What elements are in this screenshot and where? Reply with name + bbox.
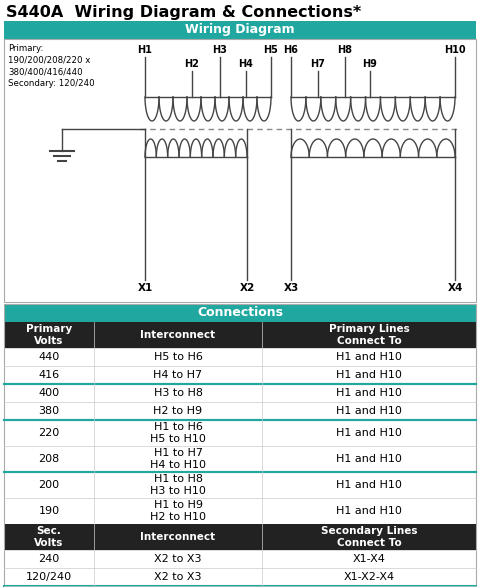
Text: H2: H2 (185, 59, 199, 69)
Text: H3: H3 (213, 45, 228, 55)
Text: H1 to H8
H3 to H10: H1 to H8 H3 to H10 (150, 474, 206, 496)
Bar (4, 384, 476, 402)
Text: Wiring Diagram: Wiring Diagram (185, 23, 295, 36)
Text: X2 to X3: X2 to X3 (154, 554, 202, 564)
Text: 208: 208 (38, 454, 60, 464)
Text: H2 to H9: H2 to H9 (154, 406, 203, 416)
Text: 380: 380 (38, 406, 60, 416)
Bar (4, 304, 476, 322)
Text: H1 and H10: H1 and H10 (336, 370, 402, 380)
Text: H1 and H10: H1 and H10 (336, 428, 402, 438)
Text: H10: H10 (444, 45, 466, 55)
Text: X4: X4 (447, 283, 463, 293)
Bar (4, 366, 476, 384)
Text: H5 to H6: H5 to H6 (154, 352, 203, 362)
Text: Interconnect: Interconnect (141, 330, 216, 340)
Text: X1-X2-X4: X1-X2-X4 (343, 572, 395, 582)
Text: Secondary Lines
Connect To: Secondary Lines Connect To (321, 526, 417, 548)
Text: H1 and H10: H1 and H10 (336, 454, 402, 464)
Bar (4, 550, 476, 568)
Text: Primary Lines
Connect To: Primary Lines Connect To (329, 324, 409, 346)
Bar (4, 586, 476, 587)
Text: 220: 220 (38, 428, 60, 438)
Bar (4, 402, 476, 420)
Text: H7: H7 (311, 59, 325, 69)
Bar (4, 322, 476, 348)
Text: 120/240: 120/240 (26, 572, 72, 582)
Text: H4 to H7: H4 to H7 (154, 370, 203, 380)
Bar (4, 348, 476, 366)
Text: H1 and H10: H1 and H10 (336, 480, 402, 490)
Text: H8: H8 (337, 45, 352, 55)
Text: X2: X2 (240, 283, 254, 293)
Bar (4, 446, 476, 472)
Bar (4, 420, 476, 446)
Text: H5: H5 (264, 45, 278, 55)
Bar (4, 21, 476, 39)
Bar (4, 304, 476, 587)
Text: H1 and H10: H1 and H10 (336, 388, 402, 398)
Text: 200: 200 (38, 480, 60, 490)
Text: Primary:
190/200/208/220 x
380/400/416/440
Secondary: 120/240: Primary: 190/200/208/220 x 380/400/416/4… (8, 44, 95, 89)
Text: H4: H4 (239, 59, 253, 69)
Bar (4, 498, 476, 524)
Text: H1 to H7
H4 to H10: H1 to H7 H4 to H10 (150, 448, 206, 470)
Text: 400: 400 (38, 388, 60, 398)
Text: 416: 416 (38, 370, 60, 380)
Bar (4, 524, 476, 550)
Text: X1-X4: X1-X4 (353, 554, 385, 564)
Text: H1 and H10: H1 and H10 (336, 352, 402, 362)
Text: H1 to H6
H5 to H10: H1 to H6 H5 to H10 (150, 422, 206, 444)
Text: S440A  Wiring Diagram & Connections*: S440A Wiring Diagram & Connections* (6, 5, 361, 20)
Text: 240: 240 (38, 554, 60, 564)
Text: H1: H1 (138, 45, 153, 55)
Text: X3: X3 (283, 283, 299, 293)
Text: 440: 440 (38, 352, 60, 362)
Text: H9: H9 (362, 59, 377, 69)
Text: H1 and H10: H1 and H10 (336, 506, 402, 516)
Text: X2 to X3: X2 to X3 (154, 572, 202, 582)
Text: Primary
Volts: Primary Volts (26, 324, 72, 346)
Bar (4, 472, 476, 498)
Text: Interconnect: Interconnect (141, 532, 216, 542)
Text: H1 to H9
H2 to H10: H1 to H9 H2 to H10 (150, 500, 206, 522)
Text: H1 and H10: H1 and H10 (336, 406, 402, 416)
Text: H6: H6 (284, 45, 299, 55)
Text: Connections: Connections (197, 306, 283, 319)
Bar (4, 39, 476, 302)
Text: H3 to H8: H3 to H8 (154, 388, 203, 398)
Text: Sec.
Volts: Sec. Volts (34, 526, 64, 548)
Text: 190: 190 (38, 506, 60, 516)
Bar (4, 568, 476, 586)
Text: X1: X1 (137, 283, 153, 293)
